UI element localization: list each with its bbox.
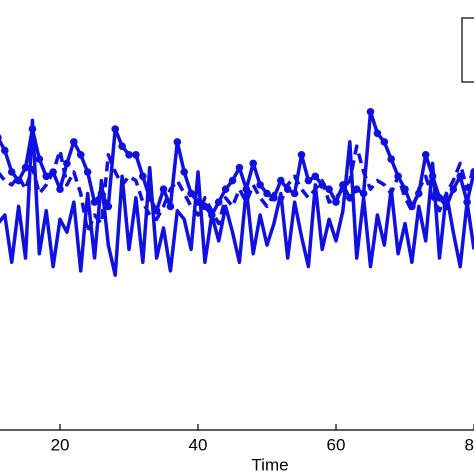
point bbox=[145, 194, 154, 202]
point bbox=[428, 172, 437, 181]
point bbox=[21, 163, 30, 172]
point bbox=[387, 155, 396, 163]
point bbox=[352, 185, 361, 193]
point bbox=[339, 181, 347, 189]
point bbox=[304, 176, 313, 185]
point bbox=[0, 134, 2, 141]
point bbox=[166, 202, 175, 211]
point bbox=[435, 194, 444, 202]
point bbox=[263, 189, 271, 198]
point bbox=[42, 172, 51, 181]
point bbox=[63, 159, 71, 168]
point bbox=[132, 151, 140, 159]
point bbox=[373, 129, 382, 138]
point bbox=[442, 202, 451, 211]
point bbox=[290, 189, 299, 198]
point bbox=[214, 198, 223, 206]
point bbox=[235, 163, 244, 172]
point bbox=[415, 189, 423, 198]
point bbox=[187, 189, 195, 198]
x-tick-label: 40 bbox=[189, 435, 208, 454]
point bbox=[35, 155, 44, 163]
point bbox=[90, 198, 99, 206]
point bbox=[76, 151, 85, 159]
series-line bbox=[0, 118, 474, 277]
x-tick-label: 20 bbox=[51, 435, 70, 454]
series-line bbox=[0, 144, 474, 234]
point bbox=[180, 168, 189, 176]
point bbox=[221, 185, 230, 193]
x-tick-label: 60 bbox=[327, 435, 346, 454]
point bbox=[104, 202, 113, 211]
point bbox=[463, 198, 471, 206]
point bbox=[228, 176, 237, 185]
point bbox=[346, 194, 354, 202]
x-tick-label: 80 bbox=[465, 435, 474, 454]
point bbox=[125, 151, 133, 159]
legend-box bbox=[461, 17, 474, 83]
point bbox=[249, 159, 258, 168]
point bbox=[277, 176, 285, 185]
point bbox=[56, 185, 64, 193]
point bbox=[242, 185, 251, 193]
point bbox=[118, 142, 126, 150]
point bbox=[194, 198, 202, 206]
point bbox=[1, 146, 9, 155]
x-axis-label: Time bbox=[251, 455, 288, 474]
point bbox=[7, 168, 16, 176]
point bbox=[208, 211, 216, 219]
point bbox=[159, 185, 168, 193]
point bbox=[173, 138, 182, 146]
point bbox=[366, 108, 375, 116]
point bbox=[139, 172, 147, 181]
series-line bbox=[0, 110, 474, 217]
point bbox=[421, 151, 430, 159]
point bbox=[297, 151, 306, 159]
point bbox=[332, 198, 340, 206]
point bbox=[311, 172, 320, 181]
point bbox=[111, 125, 120, 133]
point bbox=[380, 138, 389, 146]
point bbox=[256, 181, 264, 189]
point bbox=[83, 168, 92, 176]
point bbox=[70, 138, 78, 146]
point bbox=[325, 185, 333, 193]
point bbox=[28, 125, 37, 133]
point bbox=[359, 189, 368, 198]
